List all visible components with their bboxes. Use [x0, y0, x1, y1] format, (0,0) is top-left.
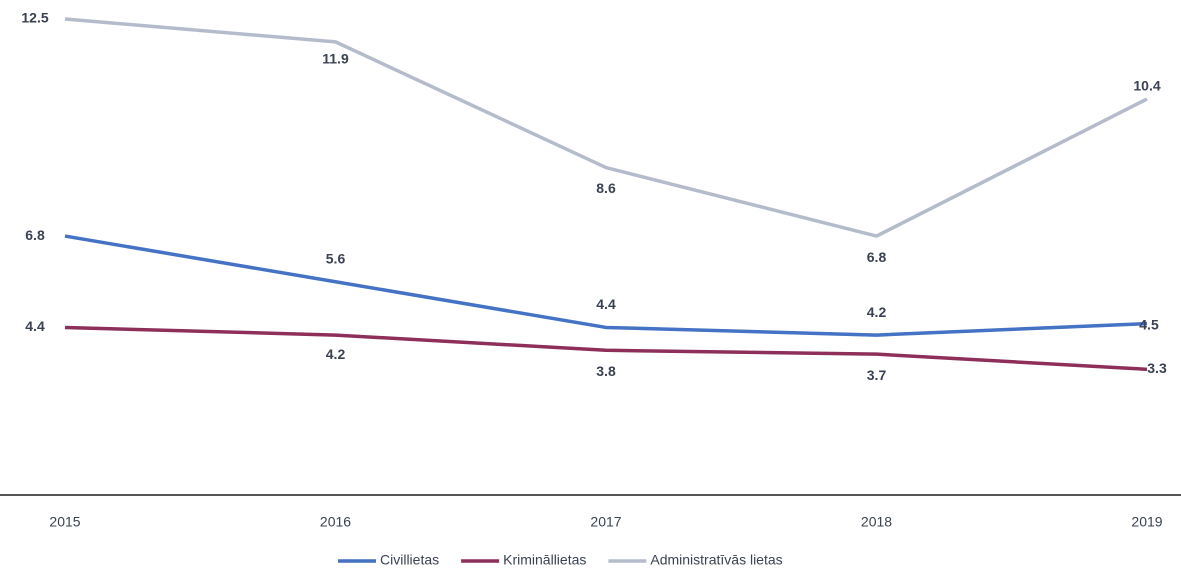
data-label: 3.3: [1147, 360, 1167, 376]
data-label: 11.9: [322, 51, 349, 67]
line-series: [64, 17, 1148, 238]
line-series: [64, 325, 1148, 372]
line-series: [64, 234, 1148, 337]
legend-label: Administratīvās lietas: [650, 552, 782, 568]
data-label: 4.2: [867, 304, 887, 320]
x-tick-label: 2017: [590, 514, 621, 530]
data-label: 3.7: [867, 367, 887, 383]
data-label: 12.5: [21, 10, 48, 26]
data-label: 5.6: [326, 250, 346, 266]
x-tick-label: 2019: [1131, 514, 1162, 530]
data-label: 4.4: [25, 318, 45, 334]
x-tick-label: 2016: [320, 514, 351, 530]
data-label: 4.5: [1139, 316, 1159, 332]
data-label: 6.8: [867, 249, 887, 265]
data-label: 4.4: [596, 296, 616, 312]
data-label: 6.8: [25, 227, 45, 243]
legend-label: Civillietas: [380, 552, 439, 568]
data-label: 10.4: [1133, 78, 1160, 94]
data-label: 3.8: [596, 363, 616, 379]
legend-label: Krimināllietas: [503, 552, 586, 568]
data-label: 4.2: [326, 346, 346, 362]
data-label: 8.6: [596, 180, 616, 196]
x-tick-label: 2018: [861, 514, 892, 530]
x-tick-label: 2015: [49, 514, 80, 530]
